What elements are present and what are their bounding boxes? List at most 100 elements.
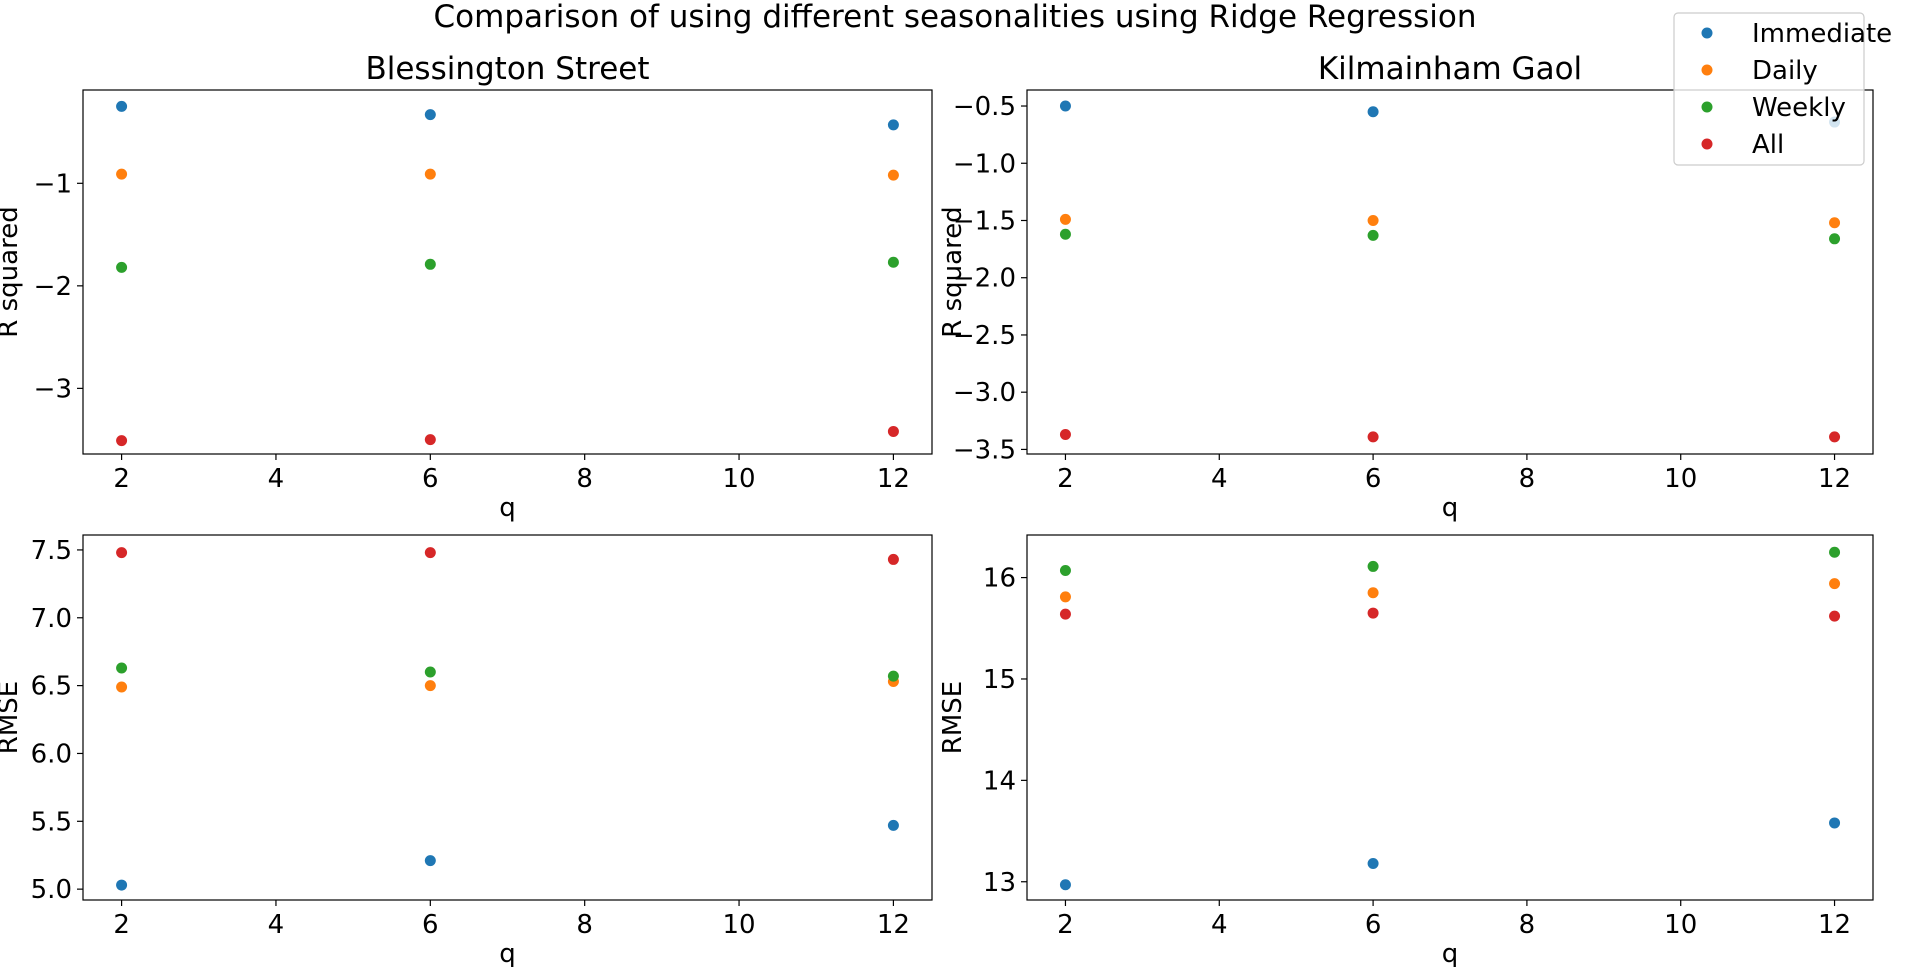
data-point — [887, 819, 899, 831]
data-point — [116, 879, 128, 891]
series-daily — [116, 168, 899, 181]
axes-frame — [1026, 89, 1874, 455]
data-point — [1829, 217, 1841, 229]
y-tick-label: 7.0 — [31, 604, 72, 634]
data-point — [1059, 608, 1071, 620]
data-point — [1829, 431, 1841, 443]
legend-marker — [1701, 138, 1713, 150]
x-tick-label: 6 — [422, 910, 439, 940]
data-point — [424, 434, 436, 446]
subplot-2: 2 4 6 8 10 12 −0.5 −1.0 −1.5 −2.0 −2.5 −3.0 −3.5 Kilm… — [938, 51, 1874, 523]
y-tick-label: −3 — [34, 374, 72, 404]
y-tick-label: −1.0 — [953, 149, 1016, 179]
y-tick-label: 5.0 — [31, 875, 72, 905]
y-tick-label: 6.0 — [31, 739, 72, 769]
data-point — [116, 681, 128, 693]
data-point — [1059, 228, 1071, 240]
y-tick-label: 15 — [983, 665, 1016, 695]
legend-frame — [1673, 12, 1865, 166]
x-axis-label: q — [499, 939, 516, 967]
x-tick-label: 12 — [877, 464, 910, 494]
axes-frame — [1026, 534, 1874, 901]
data-point — [887, 119, 899, 131]
y-axis-label: R squared — [938, 206, 968, 337]
subplot-3: 2 4 6 8 10 12 5.0 5.5 6.0 6.5 7.0 7.5 q RMSE — [0, 534, 933, 967]
series-all — [116, 547, 899, 565]
data-point — [887, 169, 899, 181]
y-axis-label: R squared — [0, 206, 24, 337]
data-point — [116, 547, 128, 559]
data-point — [1829, 610, 1841, 622]
y-tick-label: −3.0 — [953, 378, 1016, 408]
y-tick-label: 16 — [983, 564, 1016, 594]
subplots-grid: 2 4 6 8 10 12 −1 −2 −3 Blessington Street q R squar… — [0, 51, 1874, 967]
data-point — [1059, 564, 1071, 576]
x-tick-label: 2 — [113, 464, 130, 494]
x-axis-label: q — [1442, 939, 1459, 967]
axes-frame — [82, 89, 933, 455]
x-tick-label: 8 — [576, 910, 593, 940]
x-tick-label: 6 — [1365, 910, 1382, 940]
y-axis-label: RMSE — [0, 681, 24, 754]
data-point — [424, 547, 436, 559]
data-point — [424, 666, 436, 678]
data-point — [424, 109, 436, 121]
data-point — [887, 670, 899, 682]
subplot-title: Blessington Street — [365, 51, 649, 87]
series-immediate — [116, 100, 899, 131]
y-tick-label: −2.0 — [953, 264, 1016, 294]
x-tick-label: 6 — [422, 464, 439, 494]
data-point — [1367, 560, 1379, 572]
data-point — [1367, 229, 1379, 241]
subplot-1: 2 4 6 8 10 12 −1 −2 −3 Blessington Street q R squar… — [0, 51, 933, 523]
data-point — [116, 662, 128, 674]
data-point — [1059, 879, 1071, 891]
data-point — [1367, 858, 1379, 869]
data-point — [116, 261, 128, 273]
figure-title: Comparison of using different seasonalit… — [434, 0, 1477, 35]
x-tick-label: 4 — [1211, 910, 1228, 940]
y-tick-label: 6.5 — [31, 672, 72, 702]
series-immediate — [1059, 817, 1841, 891]
x-tick-label: 4 — [1211, 464, 1228, 494]
series-daily — [116, 676, 899, 693]
legend-label: Weekly — [1752, 93, 1846, 123]
series-weekly — [1059, 546, 1841, 576]
y-tick-label: −1 — [34, 169, 72, 199]
data-point — [1367, 431, 1379, 443]
legend-marker — [1701, 27, 1713, 39]
data-point — [887, 256, 899, 268]
legend: Immediate Daily Weekly All — [1673, 12, 1892, 166]
series-daily — [1059, 213, 1841, 229]
y-tick-label: −1.5 — [953, 206, 1016, 236]
data-point — [1829, 233, 1841, 245]
series-all — [1059, 607, 1841, 622]
data-point — [1829, 817, 1841, 829]
series-all — [116, 425, 899, 447]
series-weekly — [116, 256, 899, 273]
data-point — [1059, 591, 1071, 603]
x-tick-label: 10 — [722, 464, 755, 494]
x-tick-label: 2 — [1057, 464, 1074, 494]
y-tick-label: 5.5 — [31, 807, 72, 837]
y-tick-label: 7.5 — [31, 536, 72, 566]
data-point — [116, 100, 128, 112]
data-point — [887, 553, 899, 565]
y-axis-label: RMSE — [938, 681, 968, 754]
legend-marker — [1701, 101, 1713, 113]
subplot-4: 2 4 6 8 10 12 13 14 15 16 q RMSE — [938, 534, 1874, 967]
data-point — [1059, 213, 1071, 225]
series-weekly — [1059, 228, 1841, 245]
data-point — [1059, 100, 1071, 112]
data-point — [887, 425, 899, 437]
data-point — [424, 855, 436, 867]
x-tick-label: 10 — [1664, 464, 1697, 494]
axes-frame — [82, 534, 933, 901]
x-tick-label: 6 — [1365, 464, 1382, 494]
x-tick-label: 10 — [1664, 910, 1697, 940]
x-axis-label: q — [499, 493, 516, 523]
x-tick-label: 8 — [576, 464, 593, 494]
data-point — [1367, 587, 1379, 599]
series-daily — [1059, 578, 1841, 603]
